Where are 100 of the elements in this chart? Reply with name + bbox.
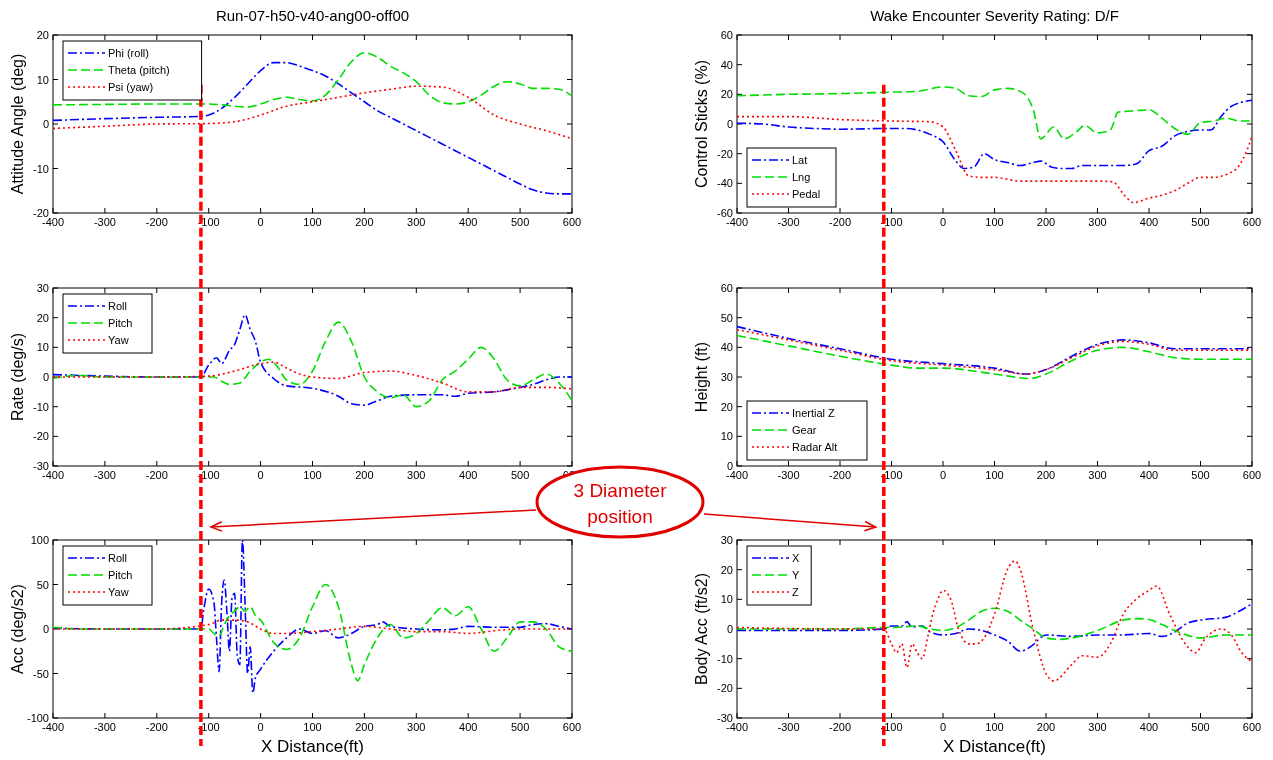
x-tick-label: 100 <box>303 721 322 733</box>
legend-label: Inertial Z <box>792 407 836 419</box>
y-tick-label: -100 <box>26 712 49 724</box>
x-tick-label: 400 <box>1139 469 1159 481</box>
line-series <box>53 583 572 682</box>
x-axis-title: X Distance(ft) <box>261 737 364 756</box>
y-tick-label: 20 <box>720 563 733 576</box>
y-tick-label: 10 <box>720 430 733 443</box>
x-tick-label: 500 <box>1191 216 1210 228</box>
legend-label: Y <box>792 569 800 581</box>
y-axis-title: Height (ft) <box>693 341 710 413</box>
x-tick-label: -100 <box>880 216 903 228</box>
x-tick-label: 300 <box>1088 721 1107 733</box>
x-tick-label: 100 <box>985 216 1004 228</box>
x-tick-label: 300 <box>407 721 426 733</box>
legend-label: Phi (roll) <box>108 47 149 59</box>
y-tick-label: -50 <box>33 667 49 680</box>
y-tick-label: 0 <box>726 460 733 472</box>
x-tick-label: 200 <box>1036 469 1056 481</box>
x-tick-label: 0 <box>939 469 947 481</box>
x-axis-title: X Distance(ft) <box>943 737 1046 756</box>
x-tick-label: 600 <box>562 721 582 733</box>
x-tick-label: 0 <box>257 721 264 733</box>
x-tick-label: -200 <box>145 469 168 481</box>
chart-title: Wake Encounter Severity Rating: D/F <box>870 7 1119 24</box>
y-tick-label: 10 <box>36 73 49 86</box>
x-tick-label: -100 <box>880 721 903 733</box>
x-tick-label: -200 <box>828 721 852 733</box>
x-tick-label: 500 <box>1191 721 1210 733</box>
y-tick-label: 20 <box>720 400 733 413</box>
x-tick-label: -400 <box>725 721 749 733</box>
y-axis-title: Attitude Angle (deg) <box>9 53 26 195</box>
y-tick-label: 20 <box>36 311 49 324</box>
x-tick-label: 500 <box>510 469 530 481</box>
x-tick-label: 500 <box>1191 469 1210 481</box>
y-axis-title: Acc (deg/s2) <box>9 584 26 674</box>
x-tick-label: -100 <box>197 469 220 481</box>
y-tick-label: 50 <box>720 311 733 324</box>
line-series <box>737 86 1252 140</box>
x-tick-label: 500 <box>510 721 530 733</box>
x-tick-label: 0 <box>257 469 264 481</box>
x-tick-label: -400 <box>41 216 65 228</box>
legend-label: Psi (yaw) <box>108 81 154 93</box>
legend-label: Roll <box>108 300 127 312</box>
x-tick-label: 600 <box>1242 469 1262 481</box>
x-tick-label: -400 <box>41 721 65 733</box>
text: 3 Diameter position <box>573 480 668 527</box>
x-tick-label: -300 <box>777 721 800 733</box>
x-tick-label: 0 <box>939 721 947 733</box>
y-tick-label: 10 <box>720 593 733 606</box>
y-axis-title: Body Acc (ft/s2) <box>693 572 710 686</box>
x-tick-label: 0 <box>257 216 264 228</box>
y-tick-label: 100 <box>30 534 49 546</box>
x-tick-label: 300 <box>407 469 426 481</box>
x-tick-label: -300 <box>93 216 116 228</box>
y-axis-title: Control Sticks (%) <box>693 59 710 189</box>
x-tick-label: -200 <box>828 469 852 481</box>
x-tick-label: -200 <box>145 721 168 733</box>
line-series <box>737 607 1252 641</box>
x-tick-label: 600 <box>1242 721 1262 733</box>
y-tick-label: 0 <box>42 371 49 383</box>
x-tick-label: 400 <box>459 721 478 733</box>
legend-label: Lat <box>792 154 808 166</box>
legend-label: Gear <box>792 424 817 436</box>
y-tick-label: 50 <box>36 578 49 591</box>
y-tick-label: 40 <box>720 341 733 354</box>
x-tick-label: -400 <box>41 469 65 481</box>
line-series <box>737 602 1252 653</box>
x-tick-label: 200 <box>355 216 374 228</box>
y-tick-label: -20 <box>717 147 733 160</box>
x-tick-label: 300 <box>1088 216 1107 228</box>
y-tick-label: -20 <box>33 207 49 219</box>
y-tick-label: 40 <box>720 58 733 71</box>
y-tick-label: 0 <box>726 623 733 635</box>
x-tick-label: -100 <box>197 721 220 733</box>
x-tick-label: 100 <box>303 216 322 228</box>
x-tick-label: 200 <box>355 469 374 481</box>
x-tick-label: 100 <box>985 721 1004 733</box>
x-tick-label: -100 <box>197 216 220 228</box>
y-axis-title: Rate (deg/s) <box>9 332 26 422</box>
legend-label: Z <box>792 586 799 598</box>
y-tick-label: 10 <box>36 341 49 354</box>
y-tick-label: -20 <box>717 682 733 695</box>
y-tick-label: 30 <box>720 371 733 383</box>
x-tick-label: 100 <box>303 469 322 481</box>
x-tick-label: 300 <box>407 216 426 228</box>
legend-label: Pitch <box>108 569 133 581</box>
x-tick-label: -300 <box>93 469 116 481</box>
y-tick-label: 60 <box>720 29 733 41</box>
x-tick-label: 500 <box>510 216 530 228</box>
legend-label: Roll <box>108 552 127 564</box>
x-tick-label: 100 <box>985 469 1004 481</box>
x-tick-label: 400 <box>459 469 478 481</box>
x-tick-label: 300 <box>1088 469 1107 481</box>
y-tick-label: 20 <box>36 29 49 41</box>
y-tick-label: 30 <box>720 534 733 546</box>
x-tick-label: 200 <box>1036 216 1056 228</box>
x-tick-label: 200 <box>1036 721 1056 733</box>
x-tick-label: -200 <box>828 216 852 228</box>
y-tick-label: -30 <box>33 460 49 472</box>
